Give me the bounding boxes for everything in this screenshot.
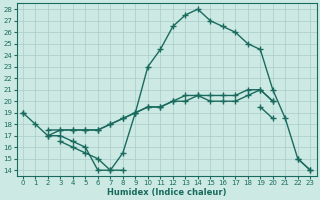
X-axis label: Humidex (Indice chaleur): Humidex (Indice chaleur): [107, 188, 226, 197]
